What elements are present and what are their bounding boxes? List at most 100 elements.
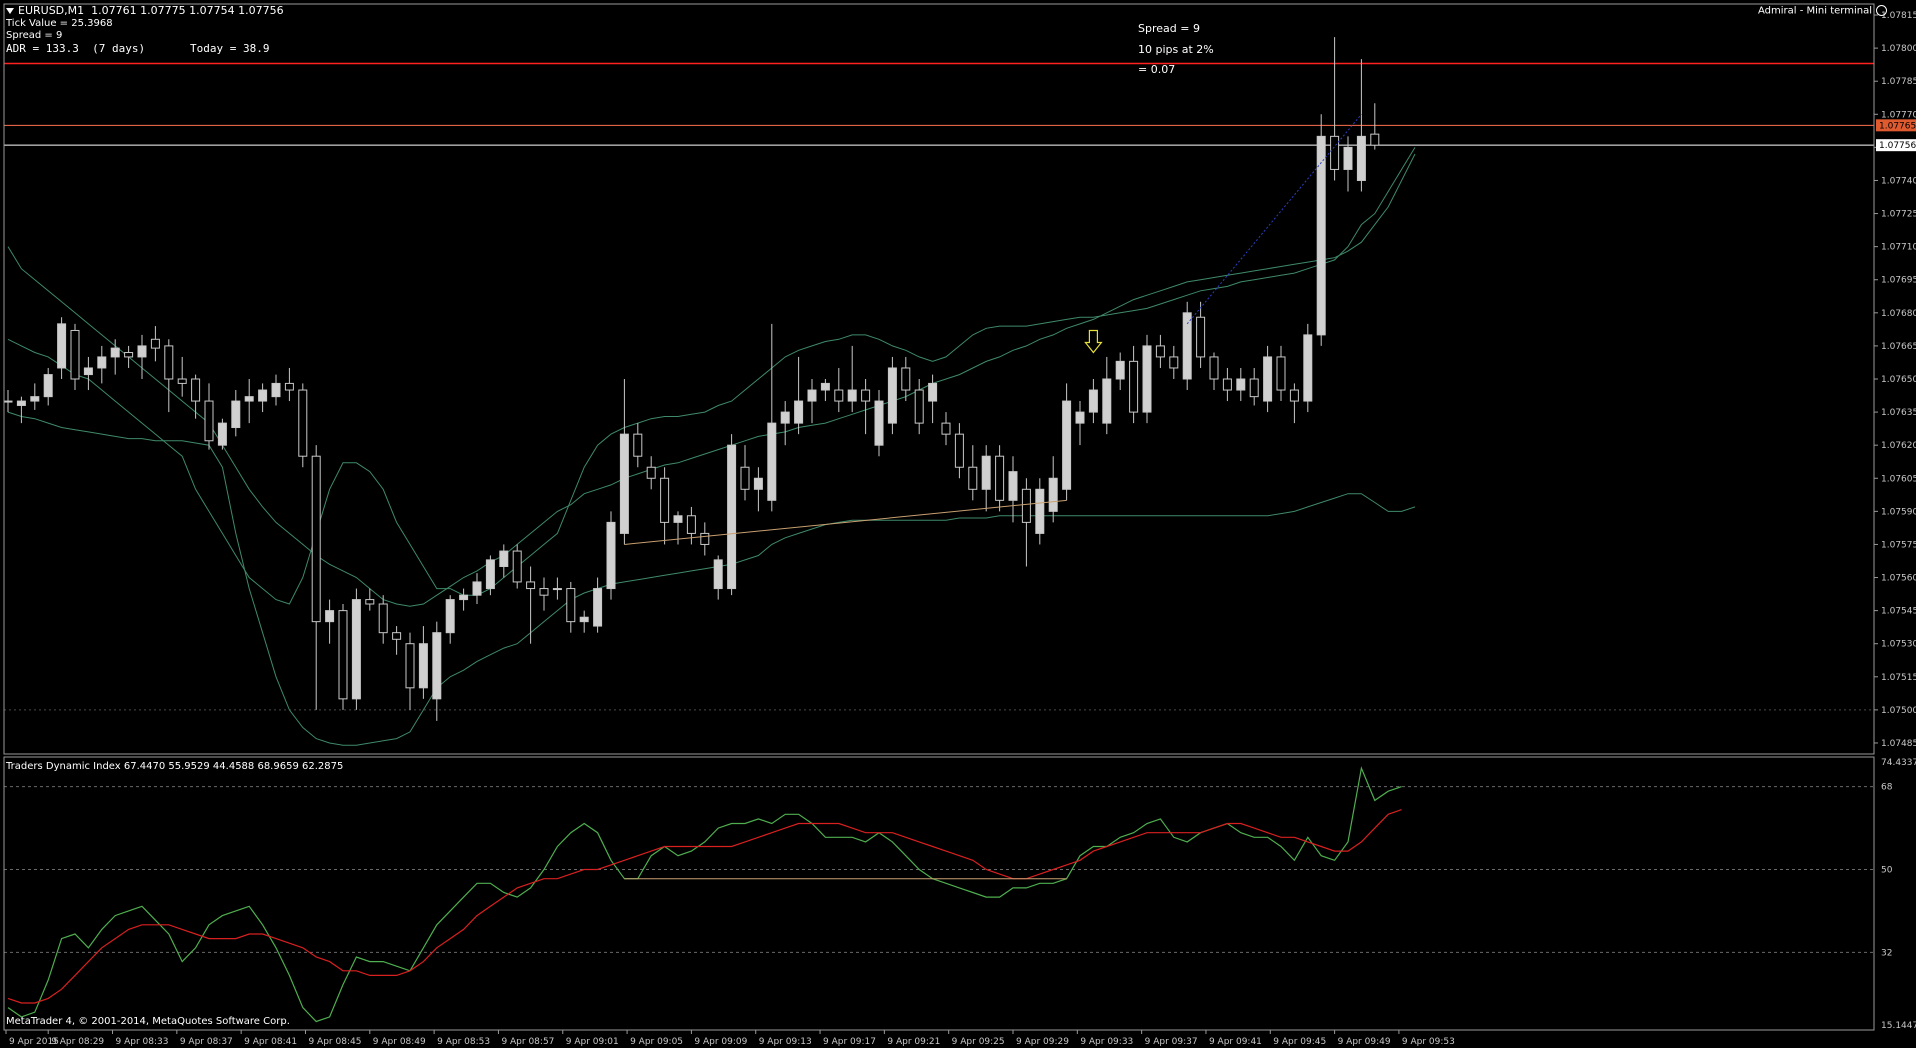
bull-candle-body: [418, 643, 428, 689]
candle: [1196, 301, 1206, 368]
bull-candle-body: [351, 599, 361, 700]
bear-candle-body: [70, 329, 80, 380]
indicator-pane-frame: [3, 756, 1875, 1031]
bull-candle-body: [432, 632, 442, 700]
candle: [1021, 478, 1031, 567]
time-tick-label: 9 Apr 09:09: [694, 1037, 747, 1047]
price-tick-label: 1.07620: [1881, 441, 1916, 451]
bull-candle-body: [258, 389, 268, 402]
candle: [351, 588, 361, 710]
time-tick-label: 9 Apr 2015: [9, 1037, 59, 1047]
price-marker: [1876, 139, 1916, 152]
candle: [874, 390, 884, 457]
bear-candle-body: [378, 603, 388, 634]
bull-candle-body: [137, 345, 147, 358]
time-tick-label: 9 Apr 09:29: [1016, 1037, 1069, 1047]
bear-candle-body: [124, 352, 134, 358]
terminal-label[interactable]: Admiral - Mini terminal: [1758, 5, 1887, 18]
candle: [177, 356, 187, 397]
bear-candle-body: [539, 588, 549, 596]
candle: [1115, 352, 1125, 391]
bull-candle-body: [1102, 378, 1112, 424]
bull-candle-body: [1075, 411, 1085, 424]
bull-candle-body: [244, 396, 254, 402]
candle: [887, 356, 897, 435]
bull-candle-body: [820, 382, 830, 391]
candle: [914, 379, 924, 435]
candle: [217, 418, 227, 450]
band-middle: [7, 153, 1416, 607]
bull-candle-body: [1316, 135, 1326, 336]
time-tick-label: 9 Apr 08:53: [437, 1037, 490, 1047]
candle: [954, 423, 964, 479]
candle: [499, 544, 509, 578]
candle: [70, 323, 80, 391]
candle: [137, 334, 147, 379]
bull-candle-body: [713, 559, 723, 590]
bull-candle-body: [445, 599, 455, 634]
bull-candle-body: [874, 400, 884, 446]
bull-candle-body: [767, 422, 777, 501]
time-tick-label: 9 Apr 09:21: [887, 1037, 940, 1047]
bull-candle-body: [325, 610, 335, 623]
price-tick-label: 1.07635: [1881, 408, 1916, 418]
rsi-green-line: [7, 766, 1402, 1023]
candle: [30, 383, 40, 410]
bear-candle-body: [392, 632, 402, 640]
candle: [619, 379, 629, 545]
projection-line: [1186, 113, 1362, 325]
bull-candle-body: [1356, 135, 1366, 181]
bull-candle-body: [271, 382, 281, 398]
candle: [780, 401, 790, 446]
candle: [43, 367, 53, 406]
candle: [686, 506, 696, 545]
time-tick-label: 9 Apr 09:33: [1080, 1037, 1133, 1047]
bull-candle-body: [1182, 312, 1192, 380]
bull-candle-body: [579, 616, 589, 623]
bull-candle-body: [727, 444, 737, 590]
candle: [767, 323, 777, 512]
bear-candle-body: [1289, 389, 1299, 402]
bear-candle-body: [686, 515, 696, 534]
info-lots: = 0.07: [1138, 63, 1176, 76]
candle: [338, 604, 348, 710]
bull-candle-body: [780, 411, 790, 424]
candle: [1169, 345, 1179, 379]
candle: [928, 374, 938, 424]
candle: [1035, 478, 1045, 545]
bear-candle-body: [1330, 135, 1340, 170]
collapse-triangle-icon[interactable]: [6, 8, 14, 14]
price-tick-label: 1.07680: [1881, 309, 1916, 319]
indicator-tick-label: 15.1447: [1881, 1021, 1916, 1031]
candle: [901, 356, 911, 402]
bear-candle-body: [204, 400, 214, 442]
candle: [57, 317, 67, 379]
candle: [981, 445, 991, 512]
candle: [807, 379, 817, 424]
bull-candle-body: [3, 400, 13, 403]
bear-candle-body: [1155, 345, 1165, 358]
time-tick-label: 9 Apr 08:33: [116, 1037, 169, 1047]
candle: [445, 595, 455, 644]
price-pane[interactable]: [3, 37, 1874, 746]
candle: [1316, 114, 1326, 346]
bear-candle-body: [646, 466, 656, 479]
candle: [552, 577, 562, 600]
price-divergence-line: [624, 499, 1067, 545]
spread-label: Spread = 9: [6, 30, 63, 41]
candle: [740, 445, 750, 501]
candle: [566, 581, 576, 633]
axes: 1.078151.078001.077851.077701.077551.077…: [3, 3, 1916, 1047]
candle: [660, 467, 670, 545]
candle: [204, 383, 214, 450]
candle: [861, 379, 871, 435]
indicator-pane[interactable]: [4, 766, 1874, 1023]
candle: [1263, 345, 1273, 413]
bear-candle-body: [1276, 356, 1286, 391]
bear-candle-body: [566, 588, 576, 623]
band-upper: [7, 147, 1416, 605]
bull-candle-body: [97, 356, 107, 369]
candle: [941, 412, 951, 446]
price-tick-label: 1.07605: [1881, 474, 1916, 484]
